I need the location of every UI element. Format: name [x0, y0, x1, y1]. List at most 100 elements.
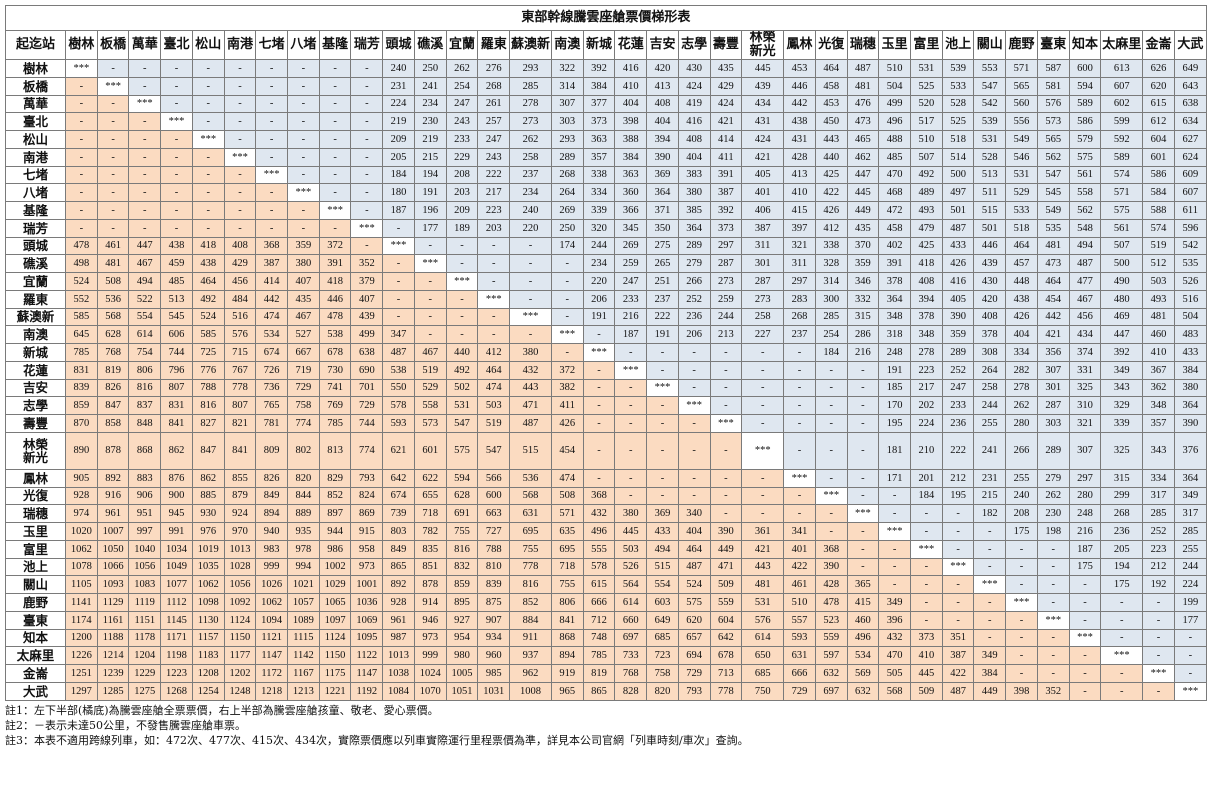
fare-cell: 631	[509, 504, 552, 523]
fare-cell: 432	[582, 504, 616, 523]
row-header: 頭城	[5, 236, 66, 256]
fare-cell: 311	[741, 236, 785, 256]
fare-cell: 568	[878, 681, 911, 701]
fare-cell: 526	[614, 557, 648, 577]
fare-cell: 212	[1142, 557, 1175, 577]
fare-cell: 206	[677, 325, 711, 344]
fare-cell: 410	[1142, 343, 1175, 362]
row-header: 吉安	[5, 378, 66, 398]
fare-cell: 483	[1173, 325, 1207, 344]
column-header-35: 大武	[1173, 30, 1207, 60]
fare-cell: 991	[160, 522, 193, 541]
fare-cell: 285	[814, 307, 848, 327]
fare-cell: 413	[783, 165, 816, 185]
fare-cell: -	[287, 112, 320, 131]
fare-cell: 855	[223, 468, 257, 488]
fare-cell: 944	[318, 522, 352, 541]
fare-cell: 678	[709, 646, 743, 665]
fare-cell: 289	[1036, 431, 1070, 470]
fare-cell: 189	[445, 218, 479, 238]
fare-cell: 378	[973, 325, 1007, 344]
fare-cell: -	[350, 183, 384, 202]
fare-cell: 390	[1173, 414, 1207, 433]
fare-cell: 474	[550, 468, 584, 488]
fare-cell: 1057	[287, 593, 320, 612]
fare-cell: 859	[445, 575, 479, 594]
fare-cell: -	[160, 201, 193, 220]
fare-cell: 415	[846, 593, 880, 612]
fare-cell: -	[382, 272, 415, 291]
fare-cell: 914	[413, 593, 447, 612]
fare-cell: 348	[910, 325, 943, 344]
fare-cell: -	[646, 414, 679, 433]
fare-cell: 329	[1100, 396, 1144, 415]
fare-cell: 287	[1036, 396, 1070, 415]
column-header-7: 七堵	[255, 30, 289, 60]
fare-cell: 531	[445, 396, 479, 415]
fare-cell: 213	[709, 325, 743, 344]
fare-cell: 364	[646, 183, 679, 202]
fare-cell: 919	[550, 664, 584, 683]
fare-cell: 390	[646, 147, 679, 167]
fare-cell: 273	[741, 289, 785, 309]
fare-cell: 293	[550, 130, 584, 149]
fare-cell: -	[509, 236, 552, 256]
fare-cell: 782	[413, 522, 447, 541]
fare-cell: ***	[128, 94, 162, 114]
fare-cell: ***	[477, 289, 511, 309]
fare-cell: 960	[477, 646, 511, 665]
fare-cell: -	[910, 575, 943, 594]
fare-cell: 547	[973, 76, 1007, 96]
fare-cell: 234	[582, 254, 616, 273]
fare-cell: 785	[65, 343, 98, 362]
fare-cell: -	[318, 218, 352, 238]
fare-cell: 439	[350, 307, 384, 327]
fare-cell: -	[445, 254, 479, 273]
fare-table-body: 樹林 *** - - - - - - - - -240 250 262 276 293 322 392 416 42…	[5, 59, 1207, 701]
fare-cell: -	[783, 431, 816, 470]
fare-cell: -	[783, 378, 816, 398]
column-header-13: 宜蘭	[445, 30, 479, 60]
fare-cell: 454	[1036, 289, 1070, 309]
fare-cell: 459	[160, 254, 193, 273]
fare-cell: -	[878, 557, 911, 577]
fare-cell: -	[255, 218, 289, 238]
fare-cell: -	[413, 289, 447, 309]
fare-cell: 405	[941, 289, 975, 309]
fare-cell: 411	[550, 396, 584, 415]
fare-cell: -	[910, 557, 943, 577]
fare-cell: 1129	[96, 593, 130, 612]
fare-cell: 810	[477, 557, 511, 577]
fare-cell: -	[1005, 575, 1038, 594]
column-header-25: 瑞穗	[846, 30, 880, 60]
fare-cell: 449	[973, 681, 1007, 701]
fare-cell: -	[287, 94, 320, 114]
fare-row: 臺東 1174 1161 1151 1145 1130 1124 1094 1089 1097 10…	[5, 610, 1207, 630]
fare-cell: 1171	[160, 628, 193, 648]
fare-cell: 685	[741, 664, 785, 683]
fare-cell: 539	[941, 59, 975, 78]
fare-cell: 528	[941, 94, 975, 114]
fare-cell: -	[582, 396, 616, 415]
fare-cell: 755	[445, 522, 479, 541]
fare-cell: -	[96, 112, 130, 131]
fare-cell: 311	[783, 254, 816, 273]
fare-cell: 352	[1036, 681, 1070, 701]
fare-cell: 1177	[223, 646, 257, 665]
fare-cell: 508	[550, 486, 584, 506]
fare-cell: 973	[413, 628, 447, 648]
fare-cell: 507	[910, 147, 943, 167]
fare-cell: 216	[1068, 522, 1102, 541]
fare-cell: 824	[350, 486, 384, 506]
fare-cell: 401	[741, 183, 785, 202]
fare-cell: 803	[382, 522, 415, 541]
fare-cell: 1065	[318, 593, 352, 612]
fare-cell: 184	[382, 165, 415, 185]
fare-cell: 390	[814, 557, 848, 577]
fare-cell: 1248	[223, 681, 257, 701]
fare-cell: 268	[783, 307, 816, 327]
fare-cell: 192	[1142, 575, 1175, 594]
fare-cell: 269	[550, 201, 584, 220]
fare-cell: 276	[477, 59, 511, 78]
fare-cell: 622	[413, 468, 447, 488]
